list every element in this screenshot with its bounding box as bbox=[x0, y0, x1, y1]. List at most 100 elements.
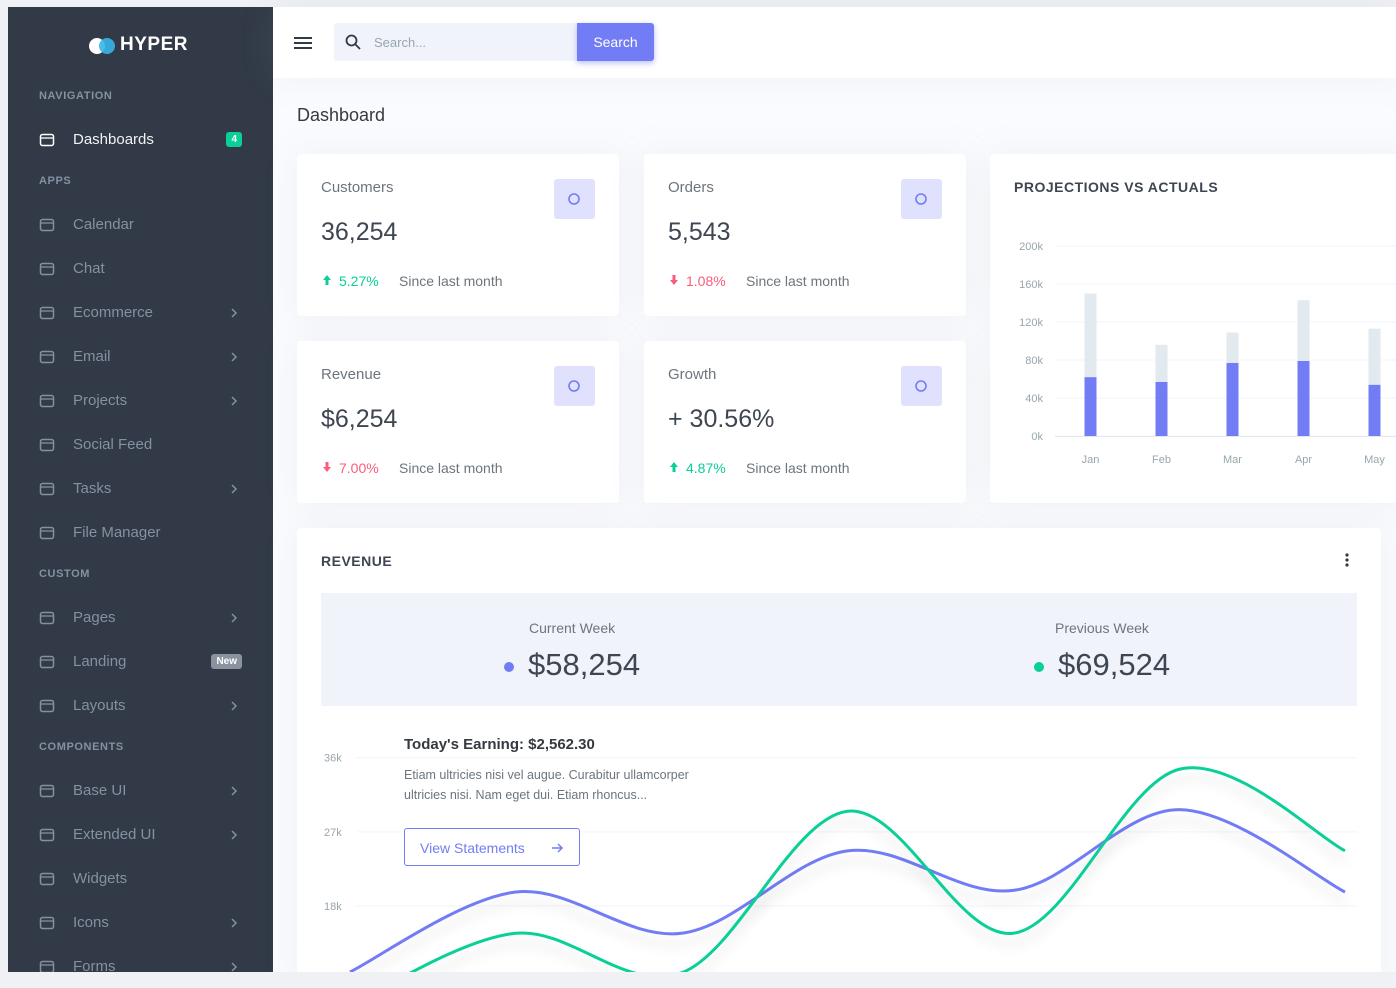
bar bbox=[1155, 381, 1168, 436]
stat-card: Growth + 30.56% 4.87% Since last month bbox=[644, 341, 966, 503]
submenu-arrow bbox=[231, 484, 238, 494]
nav-icon bbox=[39, 438, 55, 452]
revenue-chart: 18k 27k 36k bbox=[324, 753, 1357, 972]
nav-item[interactable]: Base UI bbox=[8, 769, 273, 813]
icon-glyph bbox=[915, 193, 927, 205]
nav-label: Forms bbox=[73, 958, 116, 972]
nav-item[interactable]: Dashboards 4 bbox=[8, 118, 273, 162]
nav-icon bbox=[39, 960, 55, 972]
submenu-arrow bbox=[231, 918, 238, 928]
nav-item[interactable]: Extended UI bbox=[8, 813, 273, 857]
submenu-arrow bbox=[231, 830, 238, 840]
trend-arrow bbox=[670, 462, 678, 472]
x-tick-label: Jan bbox=[1082, 454, 1100, 466]
nav-icon bbox=[39, 699, 55, 713]
revenue-title: REVENUE bbox=[321, 553, 393, 569]
view-statements-button[interactable]: View Statements bbox=[404, 828, 580, 866]
nav-item[interactable]: Ecommerce bbox=[8, 291, 273, 335]
icon-shape bbox=[39, 916, 55, 930]
bar bbox=[1084, 293, 1097, 378]
stat-icon bbox=[554, 366, 595, 406]
icon-shape bbox=[231, 396, 238, 406]
icon-shape bbox=[915, 193, 927, 205]
nav-item[interactable]: Layouts bbox=[8, 684, 273, 728]
nav-item[interactable]: Calendar bbox=[8, 203, 273, 247]
nav-icon bbox=[39, 306, 55, 320]
icon-shape bbox=[231, 918, 238, 928]
y-tick-label: 0k bbox=[1031, 431, 1043, 443]
y-tick-label: 18k bbox=[324, 901, 342, 913]
icon-shape bbox=[323, 275, 331, 285]
y-tick-label: 200k bbox=[1019, 241, 1043, 253]
nav-label: Extended UI bbox=[73, 826, 156, 843]
stat-value: + 30.56% bbox=[668, 405, 775, 433]
section-title: NAVIGATION bbox=[39, 90, 113, 102]
stat-change: 7.00% bbox=[339, 460, 379, 476]
nav-item[interactable]: Landing New bbox=[8, 640, 273, 684]
nav-icon bbox=[39, 350, 55, 364]
icon-shape bbox=[39, 438, 55, 452]
nav-item[interactable]: Chat bbox=[8, 247, 273, 291]
nav-label: Icons bbox=[73, 914, 109, 931]
nav-label: File Manager bbox=[73, 524, 161, 541]
nav-item[interactable]: Pages bbox=[8, 596, 273, 640]
projections-title: PROJECTIONS VS ACTUALS bbox=[1014, 179, 1219, 195]
bar bbox=[1368, 328, 1381, 385]
current-week-value: $58,254 bbox=[528, 647, 641, 682]
nav-icon bbox=[39, 872, 55, 886]
nav-item[interactable]: Email bbox=[8, 335, 273, 379]
y-tick-label: 40k bbox=[1025, 393, 1043, 405]
sidebar: HYPER NAVIGATION Dashboards 4 APPS Calendar Ch… bbox=[8, 7, 273, 972]
stat-card: Customers 36,254 5.27% Since last month bbox=[297, 154, 619, 316]
x-tick-label: May bbox=[1364, 454, 1385, 466]
stat-label: Customers bbox=[321, 179, 394, 196]
stat-note: Since last month bbox=[746, 273, 850, 289]
search-placeholder: Search... bbox=[374, 35, 427, 50]
nav-label: Tasks bbox=[73, 480, 112, 497]
stat-note: Since last month bbox=[399, 273, 503, 289]
icon-shape bbox=[231, 962, 238, 972]
nav-item[interactable]: Icons bbox=[8, 901, 273, 945]
icon-glyph bbox=[568, 380, 580, 392]
icon-shape bbox=[39, 394, 55, 408]
nav-badge: New bbox=[211, 654, 242, 669]
stat-label: Orders bbox=[668, 179, 714, 196]
search-button[interactable]: Search bbox=[577, 23, 654, 61]
nav-label: Calendar bbox=[73, 216, 134, 233]
menu-toggle[interactable] bbox=[293, 34, 313, 52]
current-week-label: Current Week bbox=[529, 620, 616, 636]
nav-icon bbox=[39, 262, 55, 276]
stat-value: $6,254 bbox=[321, 405, 398, 433]
x-tick-label: Apr bbox=[1295, 454, 1312, 466]
bar bbox=[1084, 377, 1097, 436]
nav-label: Chat bbox=[73, 260, 105, 277]
nav-label: Social Feed bbox=[73, 436, 153, 453]
nav-icon bbox=[39, 611, 55, 625]
submenu-arrow bbox=[231, 613, 238, 623]
nav-item[interactable]: Forms bbox=[8, 945, 273, 972]
stat-card: Orders 5,543 1.08% Since last month bbox=[644, 154, 966, 316]
submenu-arrow bbox=[231, 701, 238, 711]
icon-shape bbox=[39, 611, 55, 625]
icon-shape bbox=[39, 699, 55, 713]
nav-item[interactable]: Tasks bbox=[8, 467, 273, 511]
nav-label: Layouts bbox=[73, 697, 126, 714]
nav-label: Ecommerce bbox=[73, 304, 154, 321]
icon-shape bbox=[39, 262, 55, 276]
nav-item[interactable]: Social Feed bbox=[8, 423, 273, 467]
nav-label: Landing bbox=[73, 653, 127, 670]
nav-item[interactable]: Widgets bbox=[8, 857, 273, 901]
nav-item[interactable]: Projects bbox=[8, 379, 273, 423]
legend-dot bbox=[1034, 662, 1044, 672]
card-menu[interactable] bbox=[1342, 552, 1352, 568]
stat-card: Revenue $6,254 7.00% Since last month bbox=[297, 341, 619, 503]
icon-shape bbox=[39, 960, 55, 972]
icon-shape bbox=[670, 462, 678, 472]
nav-icon bbox=[39, 784, 55, 798]
nav-item[interactable]: File Manager bbox=[8, 511, 273, 555]
icon-shape bbox=[39, 526, 55, 540]
y-tick-label: 160k bbox=[1019, 279, 1043, 291]
search-input[interactable]: Search... bbox=[334, 23, 578, 61]
